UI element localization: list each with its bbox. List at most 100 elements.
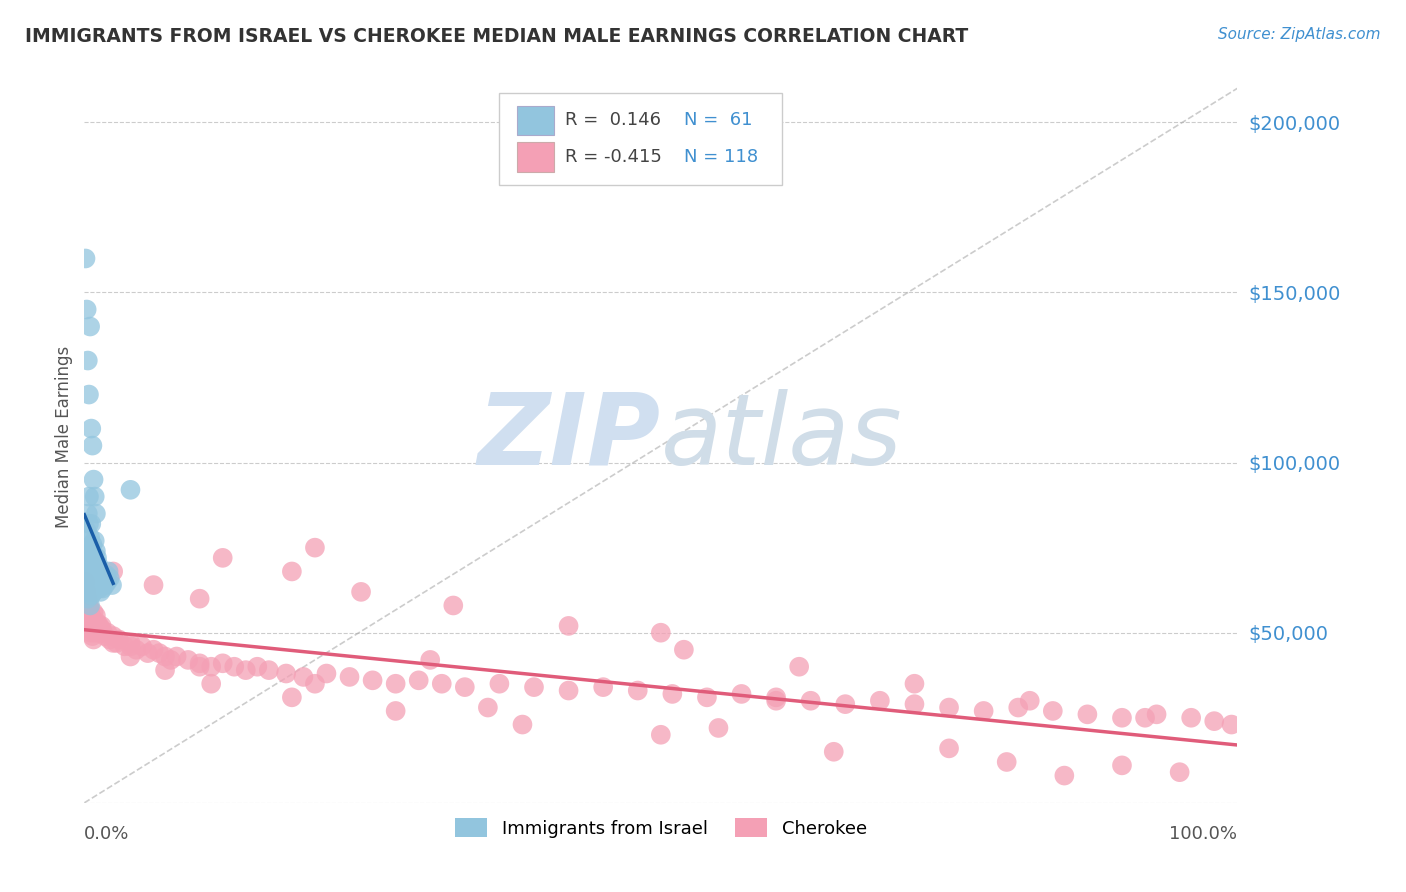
Point (257, 663, 280, 677)
Point (1146, 707, 1168, 722)
Point (408, 673, 430, 688)
Point (76, 591, 98, 606)
Point (823, 745, 845, 759)
Point (79, 319, 101, 334)
Point (89, 619, 111, 633)
Point (76, 524, 98, 538)
Point (83, 585, 105, 599)
Point (304, 677, 326, 691)
Point (90, 619, 112, 633)
Point (91, 625, 114, 640)
Point (87, 574, 110, 589)
Point (315, 666, 337, 681)
Point (246, 659, 269, 673)
Point (1133, 711, 1156, 725)
Point (87, 622, 110, 636)
Text: ZIP: ZIP (478, 389, 661, 485)
Point (80, 625, 103, 640)
Point (973, 704, 995, 718)
Point (83, 632, 105, 647)
Legend: Immigrants from Israel, Cherokee: Immigrants from Israel, Cherokee (447, 811, 875, 845)
Point (160, 653, 183, 667)
Point (83, 490, 105, 504)
Point (75, 550, 97, 565)
Point (83, 619, 105, 633)
Point (730, 687, 752, 701)
Point (765, 694, 787, 708)
Point (86, 571, 108, 585)
Point (276, 666, 298, 681)
Point (86, 615, 108, 630)
Point (79, 554, 101, 568)
Point (1053, 768, 1076, 782)
Point (82, 582, 104, 596)
Point (76, 599, 98, 613)
Point (292, 670, 315, 684)
Point (83, 615, 105, 630)
Point (90, 622, 112, 636)
Point (707, 721, 730, 735)
Point (672, 642, 695, 657)
Point (82, 629, 104, 643)
Point (103, 636, 124, 650)
Point (592, 680, 614, 694)
Point (153, 649, 176, 664)
Point (89, 625, 111, 640)
Point (938, 741, 960, 756)
Text: 0.0%: 0.0% (84, 825, 129, 843)
Point (76, 608, 98, 623)
Point (82, 537, 104, 551)
Point (76, 558, 98, 572)
Point (153, 663, 176, 677)
Point (83, 574, 105, 589)
Point (77, 599, 100, 613)
Point (211, 657, 233, 671)
Point (1111, 758, 1133, 772)
Point (89, 565, 111, 579)
Point (79, 622, 101, 636)
Point (97, 565, 120, 579)
Point (557, 619, 579, 633)
Point (76, 565, 98, 579)
Point (101, 578, 124, 592)
Point (200, 677, 222, 691)
Point (361, 673, 384, 688)
Point (869, 694, 891, 708)
Point (84, 507, 107, 521)
Point (477, 700, 499, 714)
Text: N =  61: N = 61 (683, 112, 752, 129)
Point (79, 531, 101, 545)
Point (108, 632, 131, 647)
Point (557, 683, 579, 698)
Point (1180, 711, 1202, 725)
Point (148, 646, 170, 660)
Point (96, 574, 118, 589)
Text: 100.0%: 100.0% (1170, 825, 1237, 843)
Point (523, 680, 546, 694)
Point (75, 252, 97, 266)
Point (384, 704, 406, 718)
Point (103, 565, 124, 579)
Point (83, 533, 105, 548)
Bar (517, 106, 554, 135)
Point (125, 642, 148, 657)
Point (76, 302, 98, 317)
Point (94, 629, 117, 643)
Point (79, 599, 101, 613)
Point (488, 677, 510, 691)
FancyBboxPatch shape (499, 94, 782, 185)
Point (512, 717, 534, 731)
Point (84, 625, 107, 640)
Point (83, 554, 105, 568)
Point (80, 608, 103, 623)
Point (1018, 694, 1040, 708)
Point (77, 574, 100, 589)
Point (1168, 765, 1191, 780)
Point (834, 697, 856, 711)
Point (787, 659, 810, 673)
Point (430, 677, 453, 691)
Text: N = 118: N = 118 (683, 148, 758, 166)
Point (1111, 711, 1133, 725)
Point (114, 640, 136, 654)
Point (93, 571, 115, 585)
